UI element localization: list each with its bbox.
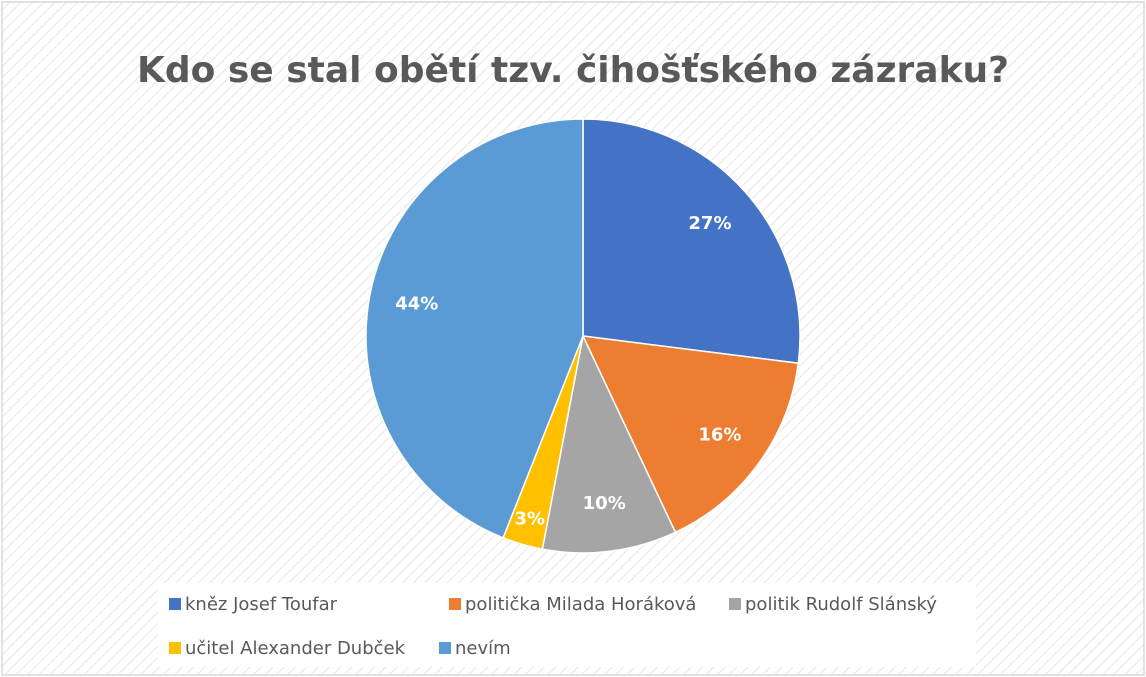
pie-slice: [581, 335, 800, 534]
data-label: 10%: [583, 493, 626, 514]
legend-swatch: [169, 598, 181, 610]
legend-label: kněz Josef Toufar: [185, 594, 338, 615]
data-label: 16%: [698, 424, 741, 445]
legend-label: politička Milada Horáková: [465, 594, 696, 615]
pie-slice: [541, 333, 677, 554]
legend-swatch: [729, 598, 741, 610]
legend-label: politik Rudolf Slánský: [745, 594, 937, 615]
legend-swatch: [169, 642, 181, 654]
legend-label: učitel Alexander Dubček: [185, 638, 406, 659]
legend-label: nevím: [455, 638, 511, 659]
data-label: 27%: [688, 213, 731, 234]
data-label: 3%: [514, 508, 545, 529]
data-label: 44%: [395, 293, 438, 314]
pie-slice: [365, 118, 584, 539]
legend-swatch: [449, 598, 461, 610]
pie-slice: [582, 118, 801, 365]
legend-box: [158, 583, 976, 667]
legend-swatch: [439, 642, 451, 654]
chart-title: Kdo se stal obětí tzv. čihošťského zázra…: [137, 50, 1009, 91]
